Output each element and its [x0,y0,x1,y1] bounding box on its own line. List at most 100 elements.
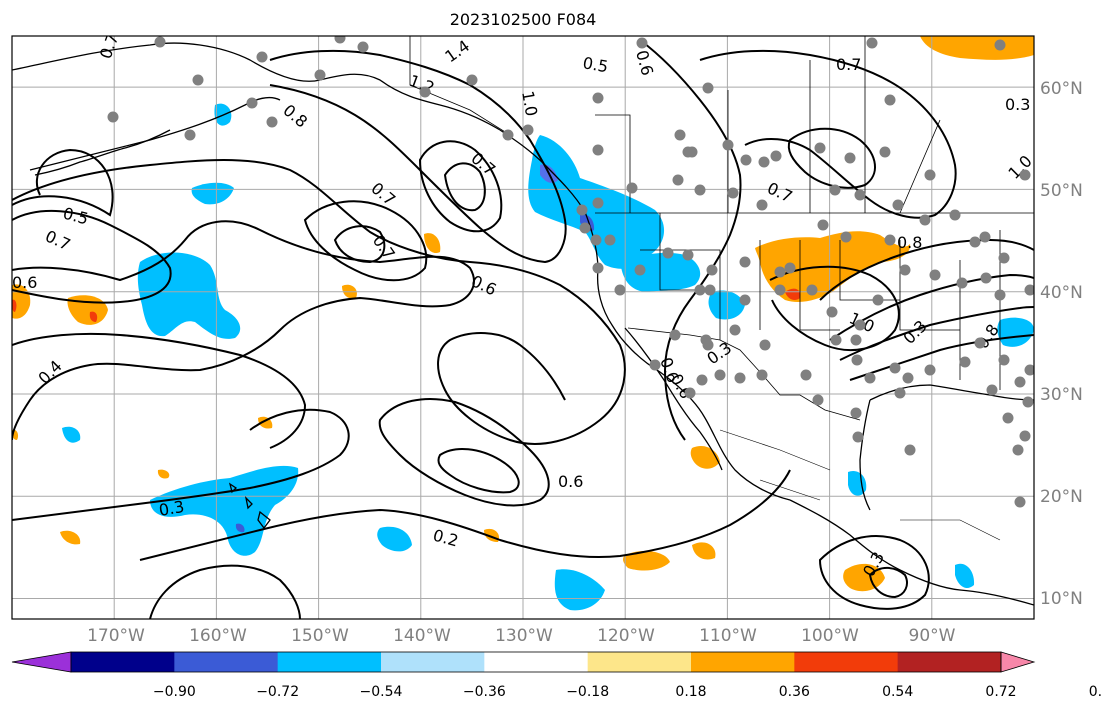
lon-label: 130°W [495,626,553,646]
station-dot [1012,444,1024,456]
shade-blue-4corners [708,290,745,320]
station-dot [969,236,981,248]
station-dot [590,234,602,246]
station-dot [806,284,818,296]
station-dot [634,264,646,276]
station-dot [774,284,786,296]
station-dot [979,231,991,243]
station-dot [662,247,674,259]
shade-orange-pac-2 [692,542,716,560]
colorbar-tick-label: −0.18 [566,684,609,700]
lat-label: 60°N [1040,79,1083,99]
station-dot [314,69,326,81]
station-dot [800,369,812,381]
colorbar-bin [71,652,175,672]
contour-line [333,225,386,264]
contour-line [699,49,957,219]
station-dot [626,182,638,194]
station-dot [814,142,826,154]
station-dot [669,329,681,341]
station-dot [974,337,986,349]
shade-blue-small-1 [62,426,81,443]
colorbar [11,651,1036,673]
station-dot [902,372,914,384]
contour-label: 0.6 [12,273,37,292]
contour-label: 0.7 [836,55,861,74]
station-dot [854,189,866,201]
station-dot [879,146,891,158]
contour-line [418,140,503,233]
station-dot [949,209,961,221]
shade-blue-cam [955,563,975,589]
contour-line [787,127,876,189]
lon-label: 90°W [909,626,956,646]
contour-line [378,398,550,507]
shade-blue-se [997,317,1034,347]
station-dot [256,51,268,63]
coastline-west-na [499,129,791,501]
contour-line [269,49,567,264]
station-dot [758,156,770,168]
station-dot [722,139,734,151]
station-dot [851,354,863,366]
contour-label: 0.3 [1005,95,1030,114]
contour-lines [12,39,1034,619]
station-dot [184,129,196,141]
border-mexico-states [719,429,1001,541]
contour-label: 0.6 [558,472,583,491]
colorbar-bin [381,652,485,672]
station-dot [892,199,904,211]
station-dot [592,262,604,274]
colorbar-bin [587,652,692,672]
lon-label: 120°W [597,626,655,646]
colorbar-tick-label: −0.36 [463,684,506,700]
colorbar-tick-label: −0.90 [153,684,196,700]
station-dot [756,199,768,211]
station-dot [899,264,911,276]
station-dot [604,234,616,246]
station-dot [674,129,686,141]
station-dot [1014,376,1026,388]
colorbar-bin [794,652,899,672]
station-dot [107,111,119,123]
station-dot [694,284,706,296]
station-dot [419,86,431,98]
shade-orange-pac-1 [623,550,670,571]
lat-label: 20°N [1040,487,1083,507]
station-dot [1022,396,1034,408]
figure-title: 2023102500 F084 [450,10,597,29]
shade-purple-hawaii [235,523,245,533]
station-dot [872,294,884,306]
station-dot [614,284,626,296]
contour-line [12,159,626,445]
contour-label: 0.3 [157,497,185,520]
station-dot [1014,496,1026,508]
colorbar-tick-labels: −0.90 −0.72 −0.54 −0.36 −0.18 0.18 0.36 … [153,684,1102,700]
station-dot [682,249,694,261]
station-dots [107,36,1034,508]
station-dot [812,394,824,406]
contour-line [849,334,1034,381]
shade-red-left [89,311,98,322]
longitude-labels: 170°W 160°W 150°W 140°W 130°W 120°W 110°… [87,626,956,646]
station-dot [704,284,716,296]
shade-orange-topright [920,36,1034,60]
station-dot [1002,412,1014,424]
shade-blue-topleft-1 [191,182,234,205]
colorbar-tick-label: 0.18 [675,684,706,700]
border-alaska-canada [409,36,511,136]
lon-label: 150°W [291,626,349,646]
colorbar-bin [277,652,382,672]
colorbar-tick-label: 0.72 [985,684,1016,700]
shade-orange-pac-4 [424,233,441,254]
station-dot [850,334,862,346]
station-dot [246,97,258,109]
lat-label: 30°N [1040,385,1083,405]
station-dot [998,252,1010,264]
lon-label: 170°W [87,626,145,646]
station-dot [522,124,534,136]
station-dot [702,82,714,94]
station-dot [740,154,752,166]
station-dot [1024,284,1034,296]
